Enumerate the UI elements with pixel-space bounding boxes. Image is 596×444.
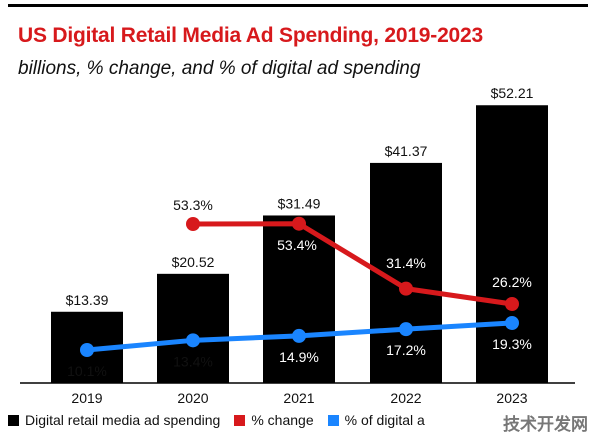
share-label-2022: 17.2%	[386, 342, 426, 358]
top-rule	[8, 4, 588, 7]
legend-item-bars: Digital retail media ad spending	[8, 412, 220, 428]
x-tick-label-2019: 2019	[71, 390, 102, 406]
share-point-2021	[292, 328, 306, 343]
share-point-2020	[186, 333, 200, 348]
bar-value-label-2021: $31.49	[278, 195, 321, 211]
change-label-2023: 26.2%	[492, 274, 532, 290]
share-point-2022	[399, 322, 413, 337]
bar-2023	[476, 105, 548, 383]
legend: Digital retail media ad spending % chang…	[8, 412, 439, 428]
change-label-2020: 53.3%	[173, 197, 213, 213]
legend-swatch-bars	[8, 414, 19, 426]
chart-title: US Digital Retail Media Ad Spending, 201…	[18, 24, 483, 47]
legend-swatch-change	[234, 414, 246, 426]
change-point-2022	[399, 281, 413, 296]
change-line	[192, 221, 513, 307]
change-label-2021: 53.4%	[277, 237, 317, 253]
share-label-2019: 10.1%	[67, 363, 107, 379]
legend-swatch-share	[327, 414, 339, 426]
x-tick-label-2023: 2023	[496, 390, 527, 406]
legend-item-share: % of digital a	[327, 412, 425, 428]
legend-item-change: % change	[234, 412, 314, 428]
bar-2021	[263, 215, 335, 383]
share-label-2021: 14.9%	[279, 349, 319, 365]
share-point-2019	[80, 343, 94, 357]
bar-value-label-2019: $13.39	[66, 292, 109, 308]
change-point-2021	[292, 216, 306, 231]
chart-subtitle: billions, % change, and % of digital ad …	[18, 58, 421, 79]
share-point-2023	[505, 316, 519, 330]
legend-label-share: % of digital a	[344, 412, 425, 428]
change-point-2023	[505, 297, 519, 311]
x-tick-label-2020: 2020	[177, 390, 208, 406]
x-tick-label-2022: 2022	[390, 390, 421, 406]
change-label-2022: 31.4%	[386, 255, 426, 271]
bar-value-label-2020: $20.52	[172, 254, 215, 270]
legend-label-bars: Digital retail media ad spending	[25, 412, 221, 428]
share-label-2020: 13.4%	[173, 353, 213, 369]
share-label-2023: 19.3%	[492, 336, 532, 352]
watermark: 技术开发网	[501, 408, 590, 437]
x-tick-label-2021: 2021	[283, 390, 314, 406]
bar-value-label-2022: $41.37	[385, 143, 428, 159]
change-point-2020	[186, 217, 200, 231]
bar-value-label-2023: $52.21	[491, 85, 534, 101]
bar-2020	[157, 273, 229, 383]
legend-label-change: % change	[251, 412, 314, 428]
